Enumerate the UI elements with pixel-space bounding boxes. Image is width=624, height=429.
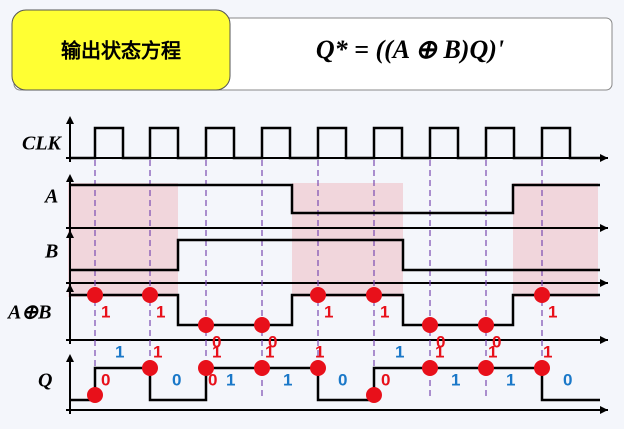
q-label: 1 (435, 342, 444, 361)
arrow (66, 284, 74, 292)
q-label: 1 (543, 342, 552, 361)
q-sample-dot (198, 360, 214, 376)
arrow (600, 279, 608, 287)
shade-region (513, 183, 598, 297)
xor-label: 0 (212, 332, 221, 351)
q-label: 1 (283, 370, 292, 389)
xor-sample-dot (478, 317, 494, 333)
signal-label: Q (38, 370, 52, 392)
q-sample-dot (310, 360, 326, 376)
xor-sample-dot (87, 287, 103, 303)
equation: Q* = ((A ⊕ B)Q)' (316, 35, 504, 64)
clk-wave (70, 126, 600, 160)
q-sample-dot (534, 360, 550, 376)
q-label: 0 (172, 370, 181, 389)
xor-sample-dot (310, 287, 326, 303)
q-label: 1 (488, 342, 497, 361)
xor-sample-dot (534, 287, 550, 303)
xor-label: 0 (436, 332, 445, 351)
q-label: 0 (381, 370, 390, 389)
signal-label: B (44, 241, 58, 263)
q-label: 0 (208, 370, 217, 389)
q-label: 0 (338, 370, 347, 389)
header-label: 输出状态方程 (61, 38, 181, 62)
q-sample-dot (254, 360, 270, 376)
xor-wave (70, 293, 600, 327)
label-box (11, 9, 231, 91)
xor-sample-dot (366, 287, 382, 303)
signal-label: A⊕B (6, 302, 51, 324)
xor-label: 1 (156, 302, 165, 321)
arrow (600, 336, 608, 344)
xor-label: 1 (380, 302, 389, 321)
signal-label: A (43, 186, 58, 208)
arrow (66, 174, 74, 182)
q-label: 1 (153, 342, 162, 361)
q-label: 1 (265, 342, 274, 361)
q-sample-dot (87, 387, 103, 403)
q-label: 1 (451, 370, 460, 389)
xor-sample-dot (198, 317, 214, 333)
xor-label: 0 (268, 332, 277, 351)
xor-label: 1 (324, 302, 333, 321)
q-sample-dot (142, 360, 158, 376)
q-label: 1 (395, 342, 404, 361)
a-wave (70, 183, 600, 215)
q-label: 1 (506, 370, 515, 389)
q-label: 1 (115, 342, 124, 361)
arrow (600, 406, 608, 414)
xor-sample-dot (142, 287, 158, 303)
q-sample-dot (478, 360, 494, 376)
shading (68, 183, 598, 297)
xor-label: 1 (548, 302, 557, 321)
q-label: 1 (212, 342, 221, 361)
xor-sample-dot (422, 317, 438, 333)
q-label: 1 (226, 370, 235, 389)
signal-label: CLK (22, 133, 63, 155)
q-label: 1 (315, 342, 324, 361)
q-sample-dot (366, 387, 382, 403)
arrow (600, 224, 608, 232)
xor-label: 0 (492, 332, 501, 351)
arrow (66, 230, 74, 238)
shade-region (68, 183, 178, 297)
q-label: 0 (101, 370, 110, 389)
q-label: 0 (563, 370, 572, 389)
arrow (66, 116, 74, 124)
b-wave (70, 238, 600, 272)
xor-sample-dot (254, 317, 270, 333)
xor-label: 1 (101, 302, 110, 321)
arrow (600, 154, 608, 162)
arrow (66, 354, 74, 362)
q-sample-dot (422, 360, 438, 376)
